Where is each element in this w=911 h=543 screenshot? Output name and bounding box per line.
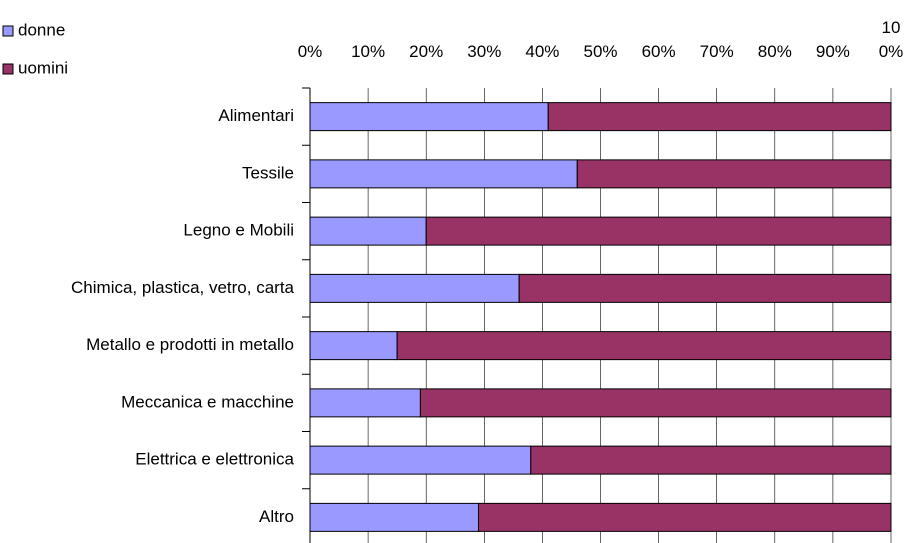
category-label: Legno e Mobili	[183, 221, 294, 240]
bar-segment	[396, 331, 892, 361]
bar-segment	[309, 159, 578, 189]
bar-segment	[425, 216, 892, 246]
bar-segment	[309, 273, 520, 303]
x-tick-label: 40%	[525, 42, 560, 61]
bar-segment	[477, 502, 892, 532]
category-label: Altro	[259, 507, 294, 526]
category-label: Alimentari	[218, 106, 294, 125]
x-tick-label: 70%	[699, 42, 734, 61]
bar-segment	[309, 502, 479, 532]
bar-segment	[309, 388, 421, 418]
legend-swatch	[2, 25, 14, 37]
x-tick-label: 90%	[815, 42, 850, 61]
x-tick-label: 10%	[351, 42, 386, 61]
bar-segment	[309, 216, 427, 246]
bar-segment	[518, 273, 892, 303]
x-tick-label: 80%	[757, 42, 792, 61]
legend-label: uomini	[18, 58, 68, 77]
bar-segment	[576, 159, 892, 189]
x-tick-label: 60%	[641, 42, 676, 61]
bar-segment	[530, 445, 892, 475]
x-tick-label: 50%	[583, 42, 618, 61]
legend-label: donne	[18, 20, 65, 39]
x-tick-label: 20%	[409, 42, 444, 61]
category-label: Chimica, plastica, vetro, carta	[71, 278, 295, 297]
category-label: Meccanica e macchine	[121, 392, 294, 411]
x-tick-label: 0%	[297, 42, 323, 61]
bar-segment	[419, 388, 892, 418]
legend-swatch	[2, 63, 14, 75]
bar-segment	[309, 102, 549, 132]
bar-segment	[547, 102, 892, 132]
x-tick-label: 30%	[467, 42, 502, 61]
category-label: Metallo e prodotti in metallo	[86, 335, 294, 354]
bar-segment	[309, 331, 398, 361]
x-tick-label: 100%	[878, 18, 904, 61]
category-label: Elettrica e elettronica	[135, 450, 294, 469]
category-label: Tessile	[242, 163, 294, 182]
bar-segment	[309, 445, 532, 475]
